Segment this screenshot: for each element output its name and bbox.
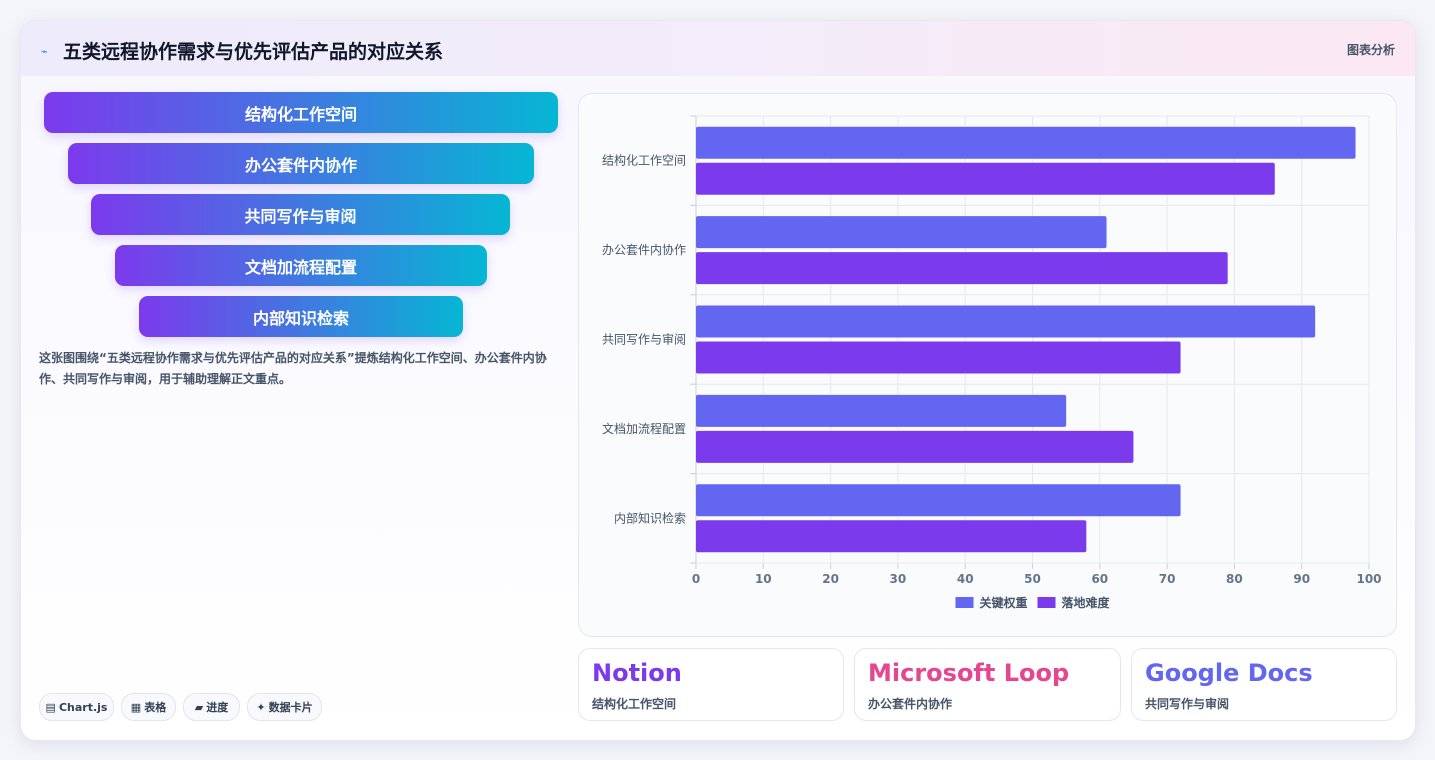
chart-description: 这张图围绕“五类远程协作需求与优先评估产品的对应关系”提炼结构化工作空间、办公套… <box>39 351 547 386</box>
funnel-level-3: 共同写作与审阅 <box>91 194 510 235</box>
legend-swatch <box>1037 597 1056 608</box>
chip-table[interactable]: ▦ 表格 <box>121 693 176 721</box>
bar-key-weight <box>696 305 1316 338</box>
header-tag: 图表分析 <box>1346 43 1395 57</box>
chip-label: 数据卡片 <box>268 701 313 714</box>
bar-difficulty <box>696 520 1087 553</box>
bar-difficulty <box>696 162 1275 195</box>
funnel-level-1: 结构化工作空间 <box>44 92 558 133</box>
x-tick-label: 80 <box>1226 572 1243 586</box>
bar-key-weight <box>696 394 1067 427</box>
x-tick-label: 70 <box>1159 572 1176 586</box>
product-card-notion[interactable]: Notion 结构化工作空间 <box>578 648 844 721</box>
sparkle-icon: ✦ <box>256 700 266 714</box>
chip-chartjs[interactable]: ▤ Chart.js <box>39 693 114 721</box>
x-tick-label: 40 <box>957 572 974 586</box>
x-tick-label: 30 <box>890 572 907 586</box>
y-tick-label: 共同写作与审阅 <box>602 332 686 347</box>
bar-key-weight <box>696 126 1356 159</box>
product-category: 共同写作与审阅 <box>1145 697 1230 711</box>
bar-difficulty <box>696 252 1228 285</box>
chart-line-icon: ⌁ <box>41 45 48 58</box>
x-tick-label: 100 <box>1356 572 1381 586</box>
x-tick-label: 60 <box>1091 572 1108 586</box>
chip-progress[interactable]: ▰ 进度 <box>183 693 240 721</box>
bar-chart: 0 10 20 30 40 50 60 70 80 90 100 结构化工作空间办公套件内协作共同写作… <box>602 115 1382 610</box>
legend-label: 关键权重 <box>980 595 1028 610</box>
progress-icon: ▰ <box>194 700 204 714</box>
page-title: 五类远程协作需求与优先评估产品的对应关系 <box>63 41 444 63</box>
chip-label: 表格 <box>144 701 167 714</box>
chart-panel: 0 10 20 30 40 50 60 70 80 90 100 结构化工作空间 办公套件内协作 共同写作… <box>578 93 1397 637</box>
x-tick-label: 50 <box>1024 572 1041 586</box>
product-name: Microsoft Loop <box>868 659 1070 687</box>
bar-key-weight <box>696 484 1181 517</box>
product-card-google-docs[interactable]: Google Docs 共同写作与审阅 <box>1131 648 1397 721</box>
table-icon: ▦ <box>130 700 142 714</box>
y-tick-label: 办公套件内协作 <box>602 242 686 257</box>
y-tick-label: 内部知识检索 <box>614 510 686 525</box>
x-tick-label: 90 <box>1293 572 1310 586</box>
chip-data-card[interactable]: ✦ 数据卡片 <box>247 693 322 721</box>
funnel-level-2: 办公套件内协作 <box>68 143 534 184</box>
product-name: Notion <box>592 659 682 687</box>
x-tick-label: 10 <box>755 572 772 586</box>
bar-difficulty <box>696 341 1181 374</box>
product-category: 结构化工作空间 <box>592 697 677 711</box>
funnel-level-5: 内部知识检索 <box>139 296 463 337</box>
chart-icon: ▤ <box>45 700 56 714</box>
header-bar: ⌁ 五类远程协作需求与优先评估产品的对应关系 图表分析 <box>21 21 1415 76</box>
bar-key-weight <box>696 216 1107 249</box>
chip-label: 进度 <box>206 701 229 714</box>
product-name: Google Docs <box>1145 659 1313 687</box>
funnel-level-4: 文档加流程配置 <box>115 245 487 286</box>
y-tick-label: 文档加流程配置 <box>602 421 686 436</box>
legend-swatch <box>955 597 974 608</box>
x-tick-label: 20 <box>822 572 839 586</box>
y-tick-label: 结构化工作空间 <box>602 153 686 168</box>
main-card: ⌁ 五类远程协作需求与优先评估产品的对应关系 图表分析 结构化工作空间 办公套件… <box>20 20 1416 741</box>
product-category: 办公套件内协作 <box>868 697 953 711</box>
product-card-loop[interactable]: Microsoft Loop 办公套件内协作 <box>854 648 1121 721</box>
x-tick-label: 0 <box>692 572 700 586</box>
bar-difficulty <box>696 430 1134 463</box>
legend-label: 落地难度 <box>1062 595 1111 610</box>
chip-label: Chart.js <box>58 700 108 714</box>
